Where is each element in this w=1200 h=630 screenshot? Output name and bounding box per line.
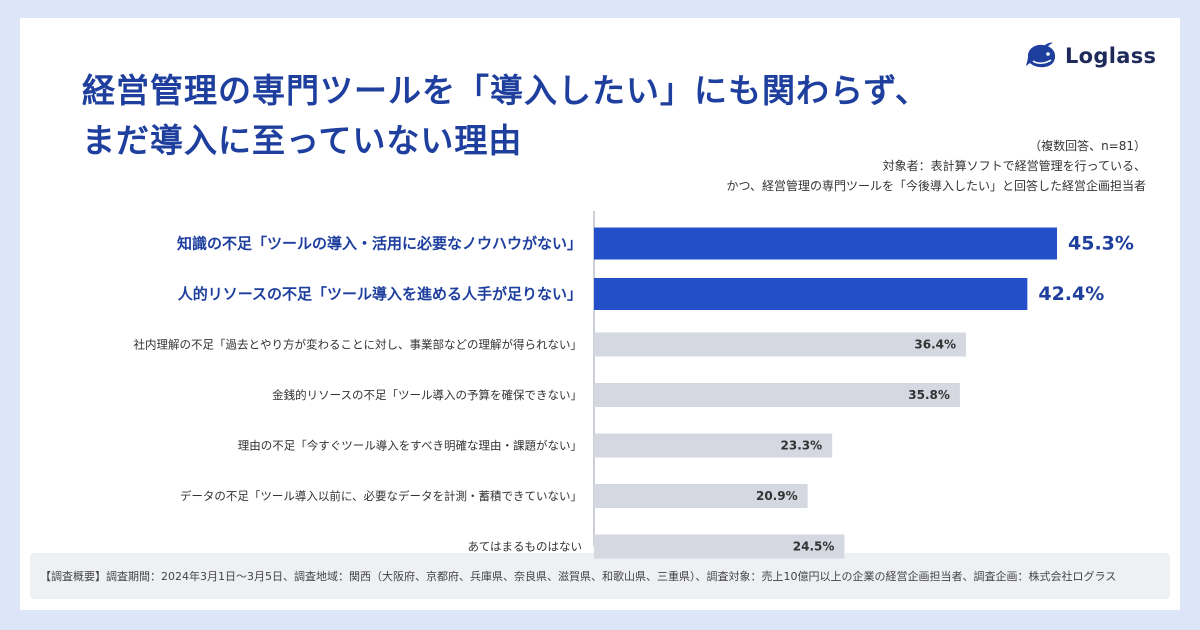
target-line-1: 対象者：表計算ソフトで経営管理を行っている、 xyxy=(882,159,1146,173)
category-label-5: 理由の不足「今すぐツール導入をすべき明確な理由・課題がない」 xyxy=(238,439,582,453)
value-label-4: 35.8% xyxy=(908,388,950,402)
title-line-1: 経営管理の専門ツールを「導入したい」にも関わらず、 xyxy=(82,71,930,110)
content-card: 経営管理の専門ツールを「導入したい」にも関わらず、 まだ導入に至っていない理由 … xyxy=(20,18,1180,610)
bar-3 xyxy=(594,332,967,357)
category-label-4: 金銭的リソースの不足「ツール導入の予算を確保できない」 xyxy=(272,388,582,402)
survey-overview-text: 【調査概要】調査期間：2024年3月1日〜3月5日、調査地域：関西（大阪府、京都… xyxy=(40,570,1117,583)
bar-2 xyxy=(594,278,1028,310)
title-line-2: まだ導入に至っていない理由 xyxy=(82,121,523,160)
value-label-2: 42.4% xyxy=(1038,283,1104,305)
value-label-7: 24.5% xyxy=(793,540,835,554)
category-label-6: データの不足「ツール導入以前に、必要なデータを計測・蓄積できていない」 xyxy=(180,489,582,503)
bar-6 xyxy=(594,484,808,508)
whale-icon xyxy=(1026,42,1056,68)
target-line-2: かつ、経営管理の専門ツールを「今後導入したい」と回答した経営企画担当者 xyxy=(726,179,1146,193)
bar-7 xyxy=(594,534,845,559)
brand-name: Loglass xyxy=(1065,44,1157,68)
category-label-2: 人的リソースの不足「ツール導入を進める人手が足りない」 xyxy=(178,285,582,303)
page-title: 経営管理の専門ツールを「導入したい」にも関わらず、 まだ導入に至っていない理由 xyxy=(82,66,929,166)
category-label-3: 社内理解の不足「過去とやり方が変わることに対し、事業部などの理解が得られない」 xyxy=(134,338,583,352)
category-label-7: あてはまるものはない xyxy=(467,540,582,554)
brand-logo: Loglass xyxy=(1025,40,1156,72)
sample-note: （複数回答、n=81） xyxy=(1029,139,1146,153)
survey-meta: （複数回答、n=81） 対象者：表計算ソフトで経営管理を行っている、 かつ、経営… xyxy=(726,136,1146,196)
value-label-3: 36.4% xyxy=(914,338,956,352)
category-label-1: 知識の不足「ツールの導入・活用に必要なノウハウがない」 xyxy=(177,235,582,253)
bar-5 xyxy=(594,433,833,458)
value-label-1: 45.3% xyxy=(1068,233,1134,255)
bar-4 xyxy=(594,383,960,407)
survey-overview: 【調査概要】調査期間：2024年3月1日〜3月5日、調査地域：関西（大阪府、京都… xyxy=(30,553,1170,599)
value-label-6: 20.9% xyxy=(756,489,798,503)
value-label-5: 23.3% xyxy=(781,439,823,453)
bar-1 xyxy=(594,227,1057,260)
